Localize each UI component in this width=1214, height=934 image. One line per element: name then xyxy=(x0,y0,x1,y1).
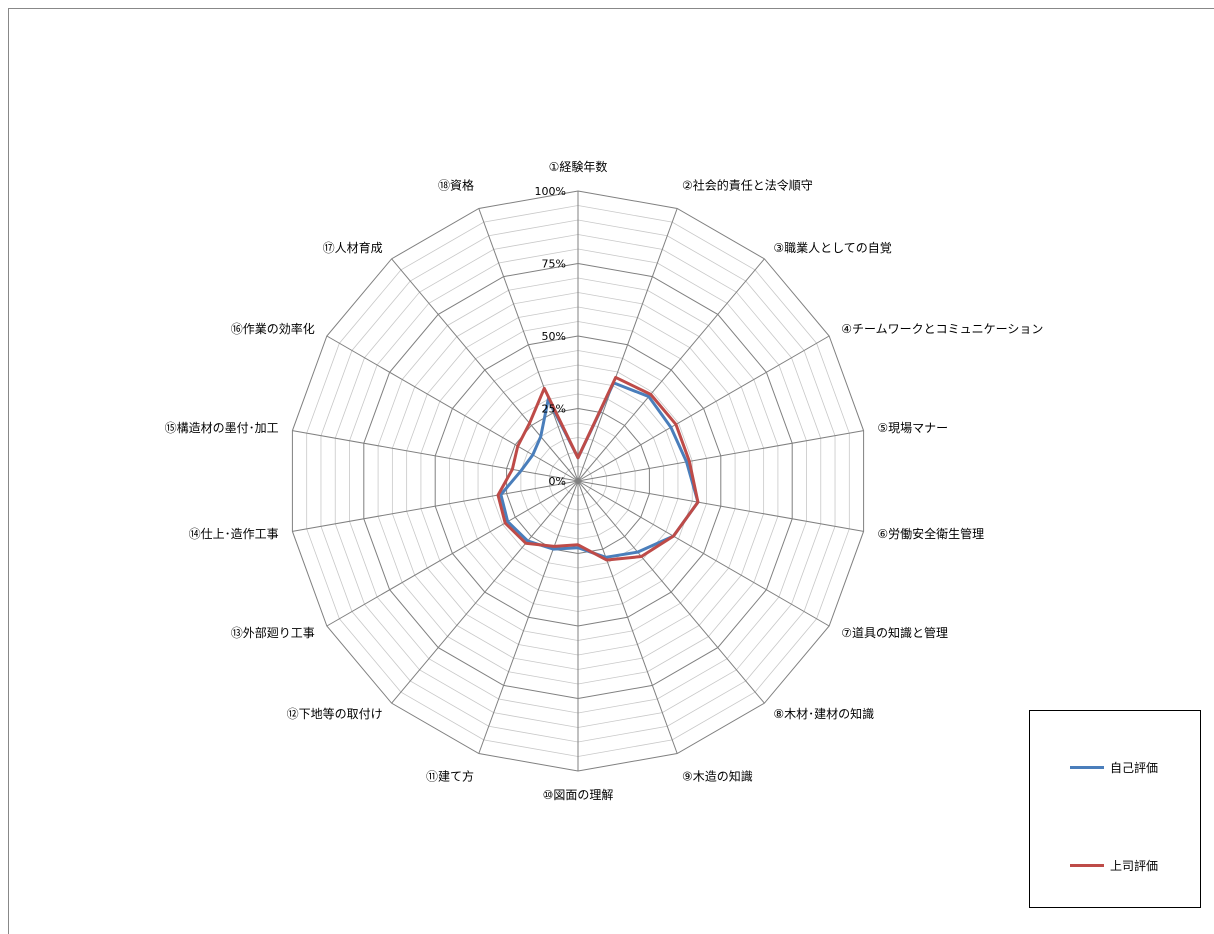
tick-label: 100% xyxy=(535,185,566,198)
category-label: ④チームワークとコミュニケーション xyxy=(841,322,1043,336)
tick-label: 0% xyxy=(549,475,566,488)
tick-label: 75% xyxy=(542,258,566,271)
legend-item-self: 自己評価 xyxy=(1070,759,1158,776)
series-line-0 xyxy=(499,381,700,559)
radar-series xyxy=(496,375,700,562)
series-line-1 xyxy=(496,375,700,562)
grid-spoke xyxy=(391,480,579,704)
legend-swatch-self xyxy=(1070,766,1104,769)
grid-spoke xyxy=(577,430,864,482)
category-label: ①経験年数 xyxy=(549,159,608,174)
radar-grid xyxy=(291,190,865,772)
tick-label: 25% xyxy=(542,403,566,416)
category-label: ⑧木材･建材の知識 xyxy=(773,707,874,721)
chart-frame xyxy=(8,8,1214,934)
grid-spoke xyxy=(577,258,765,482)
category-label: ⑦道具の知識と管理 xyxy=(841,625,948,640)
category-label: ⑫下地等の取付け xyxy=(287,707,383,721)
legend-label-boss: 上司評価 xyxy=(1110,859,1159,873)
category-label: ⑨木造の知識 xyxy=(682,770,753,784)
radar-labels: 0% 25% 50% 75% 100% ①経験年数 ②社会的責任と法令順守 ③職業人としての自… xyxy=(165,159,1044,802)
category-label: ⑬外部廻り工事 xyxy=(231,625,315,640)
category-label: ⑰人材育成 xyxy=(323,240,383,255)
grid-spoke xyxy=(577,480,864,532)
category-label: ⑭仕上･造作工事 xyxy=(189,527,279,541)
category-label: ⑯作業の効率化 xyxy=(231,321,315,336)
category-label: ⑮構造材の墨付･加工 xyxy=(165,421,279,435)
category-label: ③職業人としての自覚 xyxy=(773,241,891,255)
grid-spoke xyxy=(391,258,579,482)
category-label: ⑱資格 xyxy=(438,177,474,192)
grid-spoke xyxy=(577,480,678,754)
legend-label-self: 自己評価 xyxy=(1110,761,1159,775)
category-label: ⑥労働安全衛生管理 xyxy=(877,526,984,541)
grid-spoke xyxy=(478,208,579,482)
legend-swatch-boss xyxy=(1070,864,1104,867)
category-label: ⑪建て方 xyxy=(426,769,474,784)
grid-spoke xyxy=(577,480,765,704)
grid-spoke xyxy=(577,335,830,482)
category-label: ⑤現場マナー xyxy=(877,421,948,435)
tick-label: 50% xyxy=(542,330,566,343)
grid-spoke xyxy=(577,208,678,482)
grid-spoke xyxy=(326,335,579,482)
grid-spoke xyxy=(292,430,579,482)
grid-spoke xyxy=(292,480,579,532)
grid-spoke xyxy=(478,480,579,754)
legend: 自己評価 上司評価 xyxy=(1029,710,1201,908)
grid-spoke xyxy=(326,480,579,627)
category-label: ⑩図面の理解 xyxy=(543,788,614,802)
grid-spoke xyxy=(577,480,830,627)
legend-item-boss: 上司評価 xyxy=(1070,857,1158,874)
category-label: ②社会的責任と法令順守 xyxy=(682,177,813,192)
